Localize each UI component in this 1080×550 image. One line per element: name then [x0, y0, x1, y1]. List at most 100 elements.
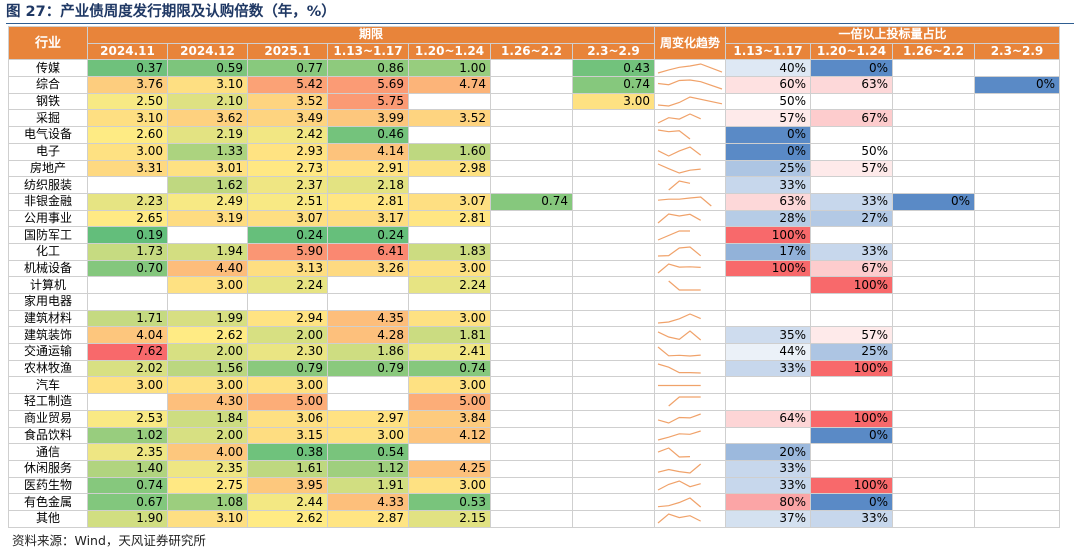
term-value: 3.06	[247, 409, 328, 428]
term-value: 3.10	[167, 76, 248, 94]
ratio-value: 44%	[725, 343, 811, 361]
term-value: 2.87	[327, 509, 409, 528]
term-value: 5.69	[327, 76, 409, 94]
term-value: 2.15	[408, 509, 491, 528]
ratio-value	[974, 459, 1060, 478]
ratio-value	[892, 343, 975, 361]
term-value: 1.90	[87, 509, 168, 528]
table-row: 纺织服装 1.62 2.37 2.18 33%	[8, 176, 1060, 194]
industry-name: 轻工制造	[8, 393, 88, 411]
trend-header: 周变化趋势	[654, 25, 726, 61]
industry-name: 建筑装饰	[8, 326, 88, 345]
trend-sparkline-svg	[657, 313, 701, 324]
table-row: 有色金属 0.67 1.08 2.44 4.33 0.53 80% 0%	[8, 493, 1060, 511]
ratio-value	[974, 343, 1060, 361]
ratio-value: 64%	[725, 409, 811, 428]
term-value: 1.99	[167, 309, 248, 328]
term-value: 3.17	[327, 209, 409, 228]
term-value: 1.91	[327, 476, 409, 495]
trend-line	[657, 430, 701, 441]
ratio-value: 100%	[725, 226, 811, 244]
trend-line	[657, 79, 723, 90]
ratio-value: 0%	[810, 59, 893, 78]
ratio-value: 0%	[725, 142, 811, 161]
ratio-value: 20%	[725, 443, 811, 461]
trend-sparkline-svg	[657, 213, 701, 224]
term-value: 2.51	[247, 192, 328, 211]
ratio-value	[974, 209, 1060, 228]
industry-name: 公用事业	[8, 209, 88, 228]
term-value: 0.59	[167, 59, 248, 78]
industry-name: 钢铁	[8, 92, 88, 111]
term-value: 2.53	[87, 409, 168, 428]
ratio-value	[892, 176, 975, 194]
term-value: 3.00	[408, 476, 491, 495]
term-value	[490, 259, 573, 278]
term-value	[408, 176, 491, 194]
term-value: 4.40	[167, 259, 248, 278]
term-value: 2.24	[247, 276, 328, 294]
term-value	[327, 293, 409, 311]
ratio-value: 33%	[810, 192, 893, 211]
ratio-value: 67%	[810, 259, 893, 278]
table-row: 钢铁 2.50 2.10 3.52 5.75 3.00 50%	[8, 92, 1060, 111]
table-row: 建筑材料 1.71 1.99 2.94 4.35 3.00	[8, 309, 1060, 328]
industry-name: 其他	[8, 509, 88, 528]
term-value	[572, 142, 655, 161]
trend-sparkline-svg	[657, 346, 701, 358]
trend-line	[657, 496, 702, 508]
term-value: 0.19	[87, 226, 168, 244]
term-value	[572, 176, 655, 194]
table-row: 电气设备 2.60 2.19 2.42 0.46 0%	[8, 126, 1060, 144]
term-value: 2.41	[408, 343, 491, 361]
table-row: 通信 2.35 4.00 0.38 0.54 20%	[8, 443, 1060, 461]
trend-sparkline	[654, 359, 726, 378]
trend-sparkline-svg	[657, 430, 701, 441]
term-value	[87, 393, 168, 411]
term-value	[490, 376, 573, 395]
term-value: 3.00	[408, 259, 491, 278]
term-value: 2.00	[167, 426, 248, 445]
trend-sparkline-svg	[657, 79, 723, 90]
ratio-value: 63%	[725, 192, 811, 211]
term-value: 0.54	[327, 443, 409, 461]
term-value: 1.33	[167, 142, 248, 161]
term-value: 2.75	[167, 476, 248, 495]
term-value	[572, 326, 655, 345]
table-row: 其他 1.90 3.10 2.62 2.87 2.15 37% 33%	[8, 509, 1060, 528]
trend-line	[657, 313, 701, 324]
term-value	[490, 142, 573, 161]
term-value: 2.02	[87, 359, 168, 378]
term-value	[572, 242, 655, 261]
trend-sparkline-svg	[657, 163, 701, 174]
term-value	[408, 126, 491, 144]
term-value: 0.77	[247, 59, 328, 78]
term-value	[408, 92, 491, 111]
industry-name: 商业贸易	[8, 409, 88, 428]
term-value: 3.00	[87, 142, 168, 161]
trend-line	[657, 480, 701, 491]
trend-sparkline	[654, 59, 726, 78]
trend-line	[657, 446, 691, 458]
industry-name: 房地产	[8, 159, 88, 178]
ratio-value	[974, 192, 1060, 211]
term-value	[167, 226, 248, 244]
term-value	[87, 293, 168, 311]
trend-sparkline	[654, 126, 726, 144]
term-value	[490, 309, 573, 328]
ratio-value	[892, 459, 975, 478]
trend-sparkline-svg	[668, 179, 691, 190]
term-value	[572, 209, 655, 228]
term-col-header: 2024.11	[87, 42, 168, 61]
term-value	[572, 343, 655, 361]
ratio-value	[974, 443, 1060, 461]
ratio-value: 50%	[725, 92, 811, 111]
ratio-value	[974, 393, 1060, 411]
term-value	[490, 159, 573, 178]
term-value	[572, 159, 655, 178]
ratio-value: 33%	[725, 476, 811, 495]
ratio-value: 50%	[810, 142, 893, 161]
table-row: 家用电器	[8, 293, 1060, 311]
term-col-header: 1.20~1.24	[408, 42, 491, 61]
trend-sparkline	[654, 209, 726, 228]
